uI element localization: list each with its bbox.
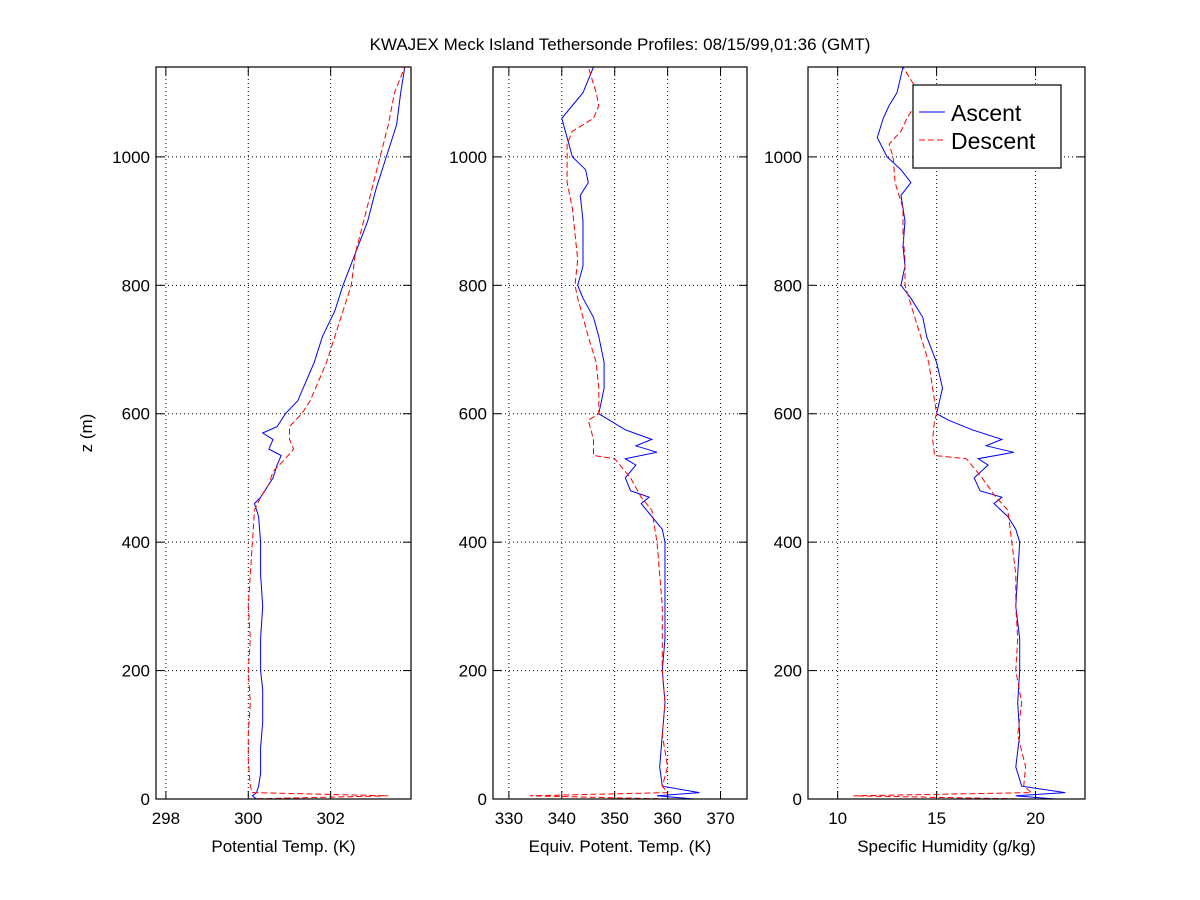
panel-potential-temp: 0 200 400 600 800 1000 298 300 302 Potential Temp…: [112, 66, 412, 856]
panel-equiv-potent-temp: 0 200 400 600 800 1000 330 340 350 360 370 Equiv. P…: [449, 66, 748, 856]
x-tick-label: 350: [601, 809, 629, 828]
y-tick-label: 800: [459, 276, 487, 295]
x-tick-label: 15: [927, 809, 946, 828]
plot-area: [156, 67, 411, 799]
x-tick-label: 330: [495, 809, 523, 828]
x-tick-label: 10: [828, 809, 847, 828]
y-tick-label: 1000: [764, 148, 802, 167]
y-tick-label: 400: [774, 533, 802, 552]
y-tick-label: 800: [774, 276, 802, 295]
y-tick-label: 400: [122, 533, 150, 552]
legend-box: [912, 84, 1062, 169]
plot-area: [808, 67, 1085, 799]
x-axis-label: Equiv. Potent. Temp. (K): [529, 837, 712, 856]
x-tick-label: 370: [706, 809, 734, 828]
series-line-ascent: [251, 67, 406, 799]
chart-title: KWAJEX Meck Island Tethersonde Profiles:…: [370, 35, 871, 54]
x-tick-label: 302: [316, 809, 344, 828]
series-line-descent: [247, 67, 406, 799]
plot-frame: [807, 66, 1086, 800]
series-line-descent: [853, 67, 1033, 799]
y-tick-label: 400: [459, 533, 487, 552]
series-line-descent: [529, 67, 669, 799]
y-tick-label: 1000: [112, 148, 150, 167]
plot-area: [493, 67, 747, 799]
plot-frame: [155, 66, 412, 800]
y-tick-label: 200: [774, 662, 802, 681]
plot-frame: [492, 66, 748, 800]
y-tick-label: 200: [459, 662, 487, 681]
x-axis-label: Potential Temp. (K): [211, 837, 355, 856]
legend-label-descent: Descent: [951, 128, 1036, 154]
y-tick-label: 1000: [449, 148, 487, 167]
x-tick-label: 300: [234, 809, 262, 828]
x-tick-label: 298: [152, 809, 180, 828]
y-tick-label: 0: [478, 790, 487, 809]
x-tick-label: 360: [653, 809, 681, 828]
series-line-ascent: [876, 67, 1066, 799]
x-tick-label: 20: [1026, 809, 1045, 828]
y-tick-label: 600: [774, 405, 802, 424]
y-tick-label: 600: [459, 405, 487, 424]
y-tick-label: 0: [141, 790, 150, 809]
y-tick-label: 200: [122, 662, 150, 681]
x-axis-label: Specific Humidity (g/kg): [857, 837, 1036, 856]
y-tick-label: 0: [793, 790, 802, 809]
x-tick-label: 340: [548, 809, 576, 828]
y-tick-label: 600: [122, 405, 150, 424]
y-axis-label: z (m): [77, 414, 96, 453]
panel-specific-humidity: 0 200 400 600 800 1000 10 15 20 Specific Humidity…: [764, 66, 1086, 856]
y-tick-label: 800: [122, 276, 150, 295]
legend-label-ascent: Ascent: [951, 100, 1022, 126]
